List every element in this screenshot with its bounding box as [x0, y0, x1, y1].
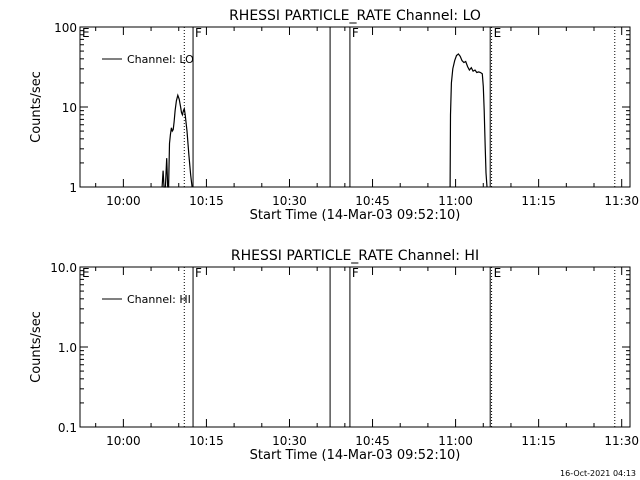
y-tick-label: 10: [62, 101, 77, 115]
legend-label: Channel: HI: [127, 293, 191, 306]
x-tick-label: 11:30: [604, 434, 639, 448]
x-tick-label: 10:00: [106, 194, 141, 208]
x-tick-label: 11:30: [604, 194, 639, 208]
chart-panel-2: RHESSI PARTICLE_RATE Channel: HI 10:00 10:…: [29, 248, 639, 463]
event-marker-label: E: [82, 26, 90, 40]
series-line: [161, 93, 193, 188]
x-tick-label: 10:30: [272, 194, 307, 208]
event-marker-label: F: [195, 266, 202, 280]
event-marker-label: E: [82, 266, 90, 280]
x-tick-label: 11:00: [438, 194, 473, 208]
chart-title: RHESSI PARTICLE_RATE Channel: LO: [229, 8, 481, 24]
x-tick-label: 10:30: [272, 434, 307, 448]
x-tick-label: 10:45: [355, 194, 390, 208]
y-tick-label: 100: [54, 21, 77, 35]
y-tick-label: 10.0: [50, 261, 77, 275]
x-axis-label: Start Time (14-Mar-03 09:52:10): [250, 208, 461, 223]
event-marker-label: E: [494, 266, 502, 280]
series-line: [449, 53, 488, 188]
x-tick-label: 10:00: [106, 434, 141, 448]
x-tick-label: 11:00: [438, 434, 473, 448]
y-axis-label: Counts/sec: [29, 71, 44, 143]
x-tick-label: 10:15: [189, 194, 224, 208]
x-axis-label: Start Time (14-Mar-03 09:52:10): [250, 448, 461, 463]
plot-frame: [79, 266, 631, 428]
event-marker-label: F: [352, 266, 359, 280]
legend-label: Channel: LO: [127, 53, 194, 66]
x-tick-label: 11:15: [521, 194, 556, 208]
y-tick-label: 1: [69, 181, 77, 195]
event-marker-label: E: [494, 26, 502, 40]
y-tick-label: 0.1: [58, 421, 77, 435]
event-marker-label: F: [195, 26, 202, 40]
timestamp-label: 16-Oct-2021 04:13: [560, 469, 636, 478]
y-tick-label: 1.0: [58, 341, 77, 355]
y-axis-label: Counts/sec: [29, 311, 44, 383]
chart-panel-1: RHESSI PARTICLE_RATE Channel: LO 10:00 10:…: [29, 8, 639, 223]
x-tick-label: 10:45: [355, 434, 390, 448]
x-tick-label: 10:15: [189, 434, 224, 448]
x-tick-label: 11:15: [521, 434, 556, 448]
chart-title: RHESSI PARTICLE_RATE Channel: HI: [231, 248, 479, 264]
plot-frame: [79, 26, 631, 188]
event-marker-label: F: [352, 26, 359, 40]
